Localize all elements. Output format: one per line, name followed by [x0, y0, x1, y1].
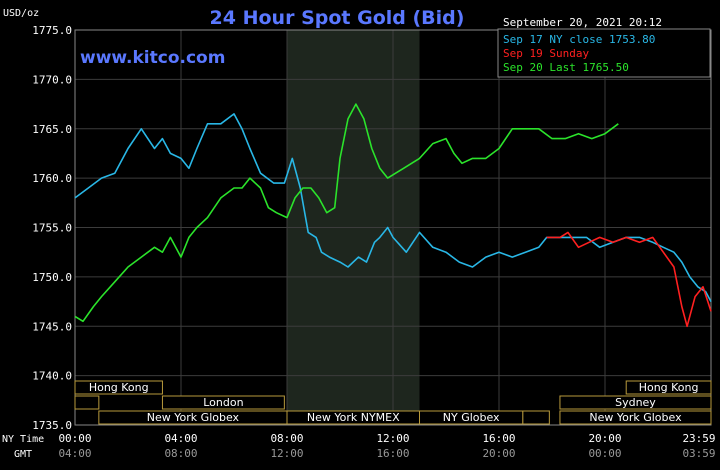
x-tick-label-ny: 08:00 — [270, 432, 303, 445]
x-tick-label-gmt: 20:00 — [482, 447, 515, 460]
legend-entry-sep17: Sep 17 NY close 1753.80 — [503, 33, 655, 46]
session-bar — [625, 380, 712, 395]
series-line-2 — [74, 103, 619, 323]
date-stamp: September 20, 2021 20:12 — [503, 16, 662, 29]
session-label: Hong Kong — [89, 381, 149, 394]
x-tick-label-ny: 12:00 — [376, 432, 409, 445]
x-tick-label-gmt: 03:59 — [682, 447, 715, 460]
session-bar — [522, 410, 550, 425]
x-tick-label-gmt: 16:00 — [376, 447, 409, 460]
y-tick-label: 1750.0 — [32, 271, 72, 284]
y-tick-label: 1765.0 — [32, 123, 72, 136]
session-bar — [559, 395, 712, 410]
session-label: NY Globex — [443, 411, 500, 424]
y-tick-label: 1745.0 — [32, 320, 72, 333]
y-tick-label: 1770.0 — [32, 73, 72, 86]
series-line-1 — [546, 231, 712, 328]
x-tick-label-ny: 23:59 — [682, 432, 715, 445]
x-tick-label-gmt: 08:00 — [164, 447, 197, 460]
gmt-label: GMT — [14, 449, 32, 460]
y-tick-label: 1740.0 — [32, 370, 72, 383]
x-tick-label-gmt: 04:00 — [58, 447, 91, 460]
x-tick-labels: 00:00 04:00 04:00 08:00 08:00 12:00 12:00 16:00… — [58, 432, 715, 460]
y-tick-label: 1775.0 — [32, 24, 72, 37]
x-tick-label-ny: 20:00 — [588, 432, 621, 445]
ny-time-label: NY Time — [2, 434, 44, 445]
session-label: New York Globex — [589, 411, 682, 424]
y-tick-labels: 1775.0 1770.0 1765.0 1760.0 1755.0 1750.0 1745… — [32, 24, 72, 432]
session-label: New York Globex — [147, 411, 240, 424]
session-label: Hong Kong — [639, 381, 699, 394]
session-bars-layer: Hong Kong London New York Globex New York N… — [74, 380, 712, 425]
session-bar — [74, 395, 100, 410]
x-tick-label-gmt: 00:00 — [588, 447, 621, 460]
x-tick-label-ny: 16:00 — [482, 432, 515, 445]
chart-title: 24 Hour Spot Gold (Bid) — [210, 7, 465, 29]
x-tick-label-gmt: 12:00 — [270, 447, 303, 460]
x-tick-label-ny: 04:00 — [164, 432, 197, 445]
session-label: Sydney — [615, 396, 656, 409]
legend: Sep 17 NY close 1753.80 Sep 19 Sunday Se… — [497, 28, 711, 78]
legend-entry-sep19: Sep 19 Sunday — [503, 47, 589, 60]
session-label: London — [203, 396, 243, 409]
y-axis-label: USD/oz — [3, 8, 39, 19]
session-bar — [559, 410, 712, 425]
legend-box — [497, 28, 711, 78]
y-tick-label: 1735.0 — [32, 419, 72, 432]
session-label: New York NYMEX — [307, 411, 400, 424]
x-tick-label-ny: 00:00 — [58, 432, 91, 445]
session-bar — [74, 380, 163, 395]
y-tick-label: 1755.0 — [32, 222, 72, 235]
y-tick-label: 1760.0 — [32, 172, 72, 185]
plot-frame — [74, 29, 712, 426]
session-bar — [161, 395, 285, 410]
watermark: www.kitco.com — [80, 48, 225, 68]
series-layer — [74, 103, 712, 328]
legend-entry-sep20: Sep 20 Last 1765.50 — [503, 61, 629, 74]
